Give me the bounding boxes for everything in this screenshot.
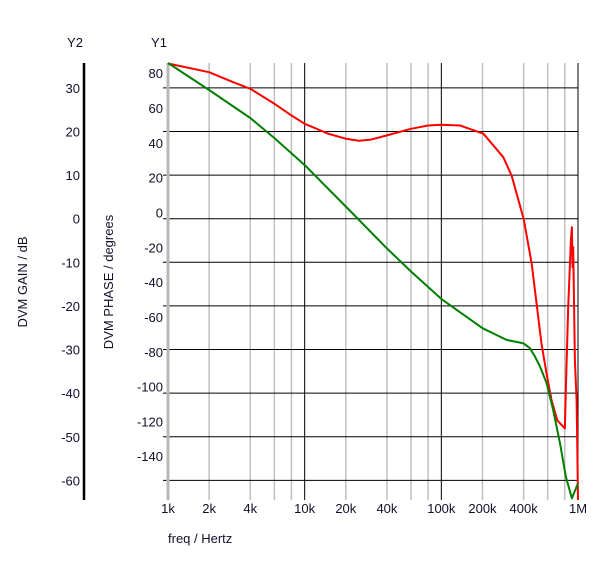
gain-series-line [167, 62, 579, 500]
y2-tick-label: -50 [61, 430, 80, 445]
series-layer [167, 62, 579, 501]
y2-tick-label: -60 [61, 473, 80, 488]
x-tick-label: 20k [335, 501, 356, 516]
y1-tick-label: 60 [149, 101, 163, 116]
y1-tick-label: -60 [144, 310, 163, 325]
y1-tick-label: -20 [144, 240, 163, 255]
y1-tick-label: 40 [149, 136, 163, 151]
y2-tick-label: -20 [61, 299, 80, 314]
x-tick-label: 1M [569, 501, 587, 516]
x-tick-label: 400k [510, 501, 539, 516]
y2-tick-label: 30 [66, 81, 80, 96]
y2-tick-label: -30 [61, 343, 80, 358]
x-tick-label: 2k [202, 501, 216, 516]
grid [163, 63, 579, 500]
y1-axis-label: DVM PHASE / degrees [101, 214, 116, 349]
y2-axis-label: DVM GAIN / dB [15, 236, 30, 327]
y2-tick-label: 10 [66, 168, 80, 183]
y1-tick-label: 20 [149, 171, 163, 186]
y2-tick-label: 20 [66, 124, 80, 139]
x-axis-label: freq / Hertz [168, 531, 232, 546]
x-tick-label: 4k [243, 501, 257, 516]
x-tick-label: 10k [294, 501, 315, 516]
axes: 30 20 10 0 -10 -20 -30 -40 -50 -60 80 60 40 20 0 -20 -40… [61, 63, 587, 516]
x-tick-label: 40k [376, 501, 397, 516]
x-tick-label: 200k [468, 501, 497, 516]
y1-tick-label: 0 [156, 205, 163, 220]
y1-axis-name: Y1 [151, 35, 167, 50]
x-tick-label: 1k [161, 501, 175, 516]
y2-tick-label: 0 [73, 212, 80, 227]
y2-tick-label: -40 [61, 386, 80, 401]
y1-tick-label: -120 [137, 414, 163, 429]
y1-tick-label: -80 [144, 345, 163, 360]
y1-tick-label: -100 [137, 380, 163, 395]
y2-axis-name: Y2 [67, 35, 83, 50]
y1-tick-label: -140 [137, 449, 163, 464]
y1-tick-label: 80 [149, 66, 163, 81]
phase-series-line [167, 62, 579, 501]
x-tick-label: 100k [427, 501, 456, 516]
y2-tick-label: -10 [61, 255, 80, 270]
y1-tick-label: -40 [144, 275, 163, 290]
